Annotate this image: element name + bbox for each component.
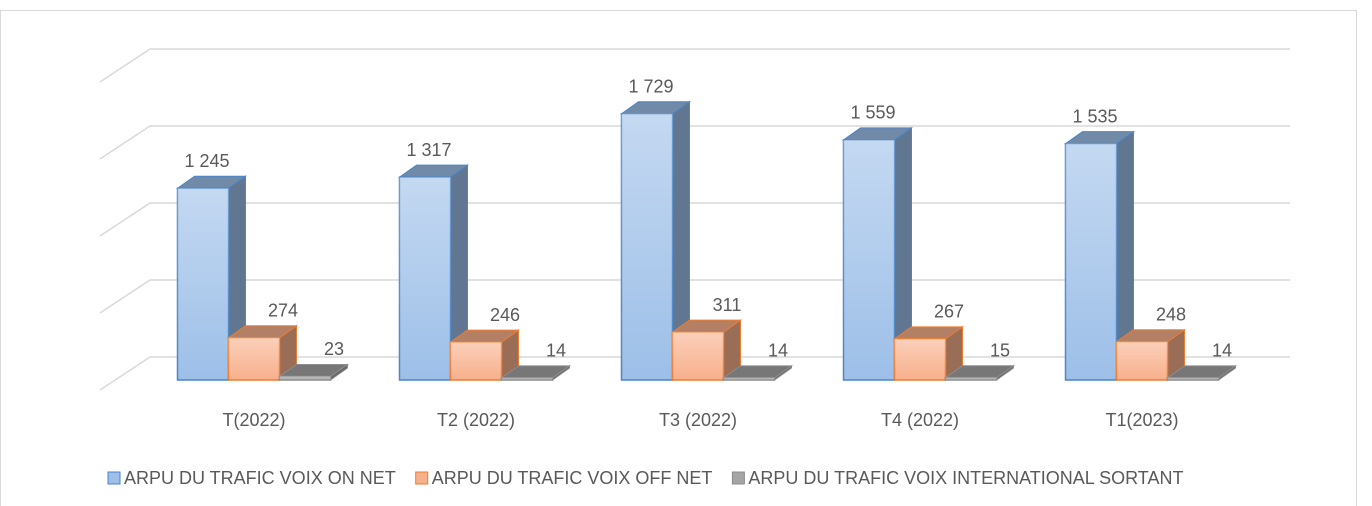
bar-shine bbox=[894, 338, 946, 380]
legend-label: ARPU DU TRAFIC VOIX OFF NET bbox=[432, 468, 713, 488]
legend-swatch bbox=[731, 471, 745, 485]
chart-border bbox=[0, 10, 1357, 506]
bar bbox=[277, 363, 350, 381]
value-label: 23 bbox=[324, 339, 344, 359]
bar-shine bbox=[1116, 341, 1168, 380]
bar-shine bbox=[945, 377, 997, 380]
bar-shine bbox=[279, 376, 331, 380]
grid-line bbox=[99, 48, 1290, 83]
bar bbox=[943, 364, 1016, 381]
value-label: 1 317 bbox=[406, 140, 451, 160]
value-label: 248 bbox=[1156, 305, 1186, 325]
bar-shine bbox=[843, 139, 895, 380]
value-label: 267 bbox=[934, 302, 964, 322]
x-tick-label: T1(2023) bbox=[1105, 410, 1178, 430]
bar-shine bbox=[723, 377, 775, 380]
bar-shine bbox=[177, 188, 229, 380]
x-tick-label: T4 (2022) bbox=[881, 410, 959, 430]
x-tick-label: T2 (2022) bbox=[437, 410, 515, 430]
bar-shine bbox=[1167, 377, 1219, 380]
value-label: 246 bbox=[490, 305, 520, 325]
bar bbox=[1114, 328, 1187, 381]
value-label: 1 559 bbox=[850, 103, 895, 123]
x-tick-label: T3 (2022) bbox=[659, 410, 737, 430]
grid-line bbox=[99, 125, 1290, 160]
bar-shine bbox=[501, 377, 553, 380]
bar bbox=[892, 325, 965, 381]
value-label: 15 bbox=[990, 340, 1010, 360]
bar bbox=[397, 164, 470, 381]
bar bbox=[670, 319, 743, 381]
bar bbox=[226, 324, 299, 381]
value-label: 14 bbox=[1212, 341, 1232, 361]
value-label: 14 bbox=[768, 341, 788, 361]
legend-swatch bbox=[107, 471, 121, 485]
bar-shine bbox=[672, 332, 724, 380]
bar-shine bbox=[399, 177, 451, 380]
bar bbox=[499, 364, 572, 381]
legend-label: ARPU DU TRAFIC VOIX INTERNATIONAL SORTAN… bbox=[748, 468, 1183, 488]
bar-shine bbox=[621, 113, 673, 380]
bar-shine bbox=[228, 337, 280, 380]
bar-shine bbox=[450, 342, 502, 380]
value-label: 274 bbox=[268, 301, 298, 321]
bar bbox=[841, 126, 914, 381]
bar bbox=[448, 329, 521, 381]
value-label: 1 245 bbox=[184, 151, 229, 171]
bar bbox=[175, 175, 248, 381]
bar-shine bbox=[1065, 143, 1117, 380]
value-label: 1 729 bbox=[628, 76, 673, 96]
legend-label: ARPU DU TRAFIC VOIX ON NET bbox=[124, 468, 396, 488]
value-label: 14 bbox=[546, 341, 566, 361]
x-tick-label: T(2022) bbox=[222, 410, 285, 430]
legend-swatch bbox=[415, 471, 429, 485]
bar bbox=[619, 100, 692, 381]
bar bbox=[721, 364, 794, 381]
value-label: 1 535 bbox=[1072, 106, 1117, 126]
bar bbox=[1063, 130, 1136, 381]
value-label: 311 bbox=[713, 295, 742, 315]
bar bbox=[1165, 364, 1238, 381]
